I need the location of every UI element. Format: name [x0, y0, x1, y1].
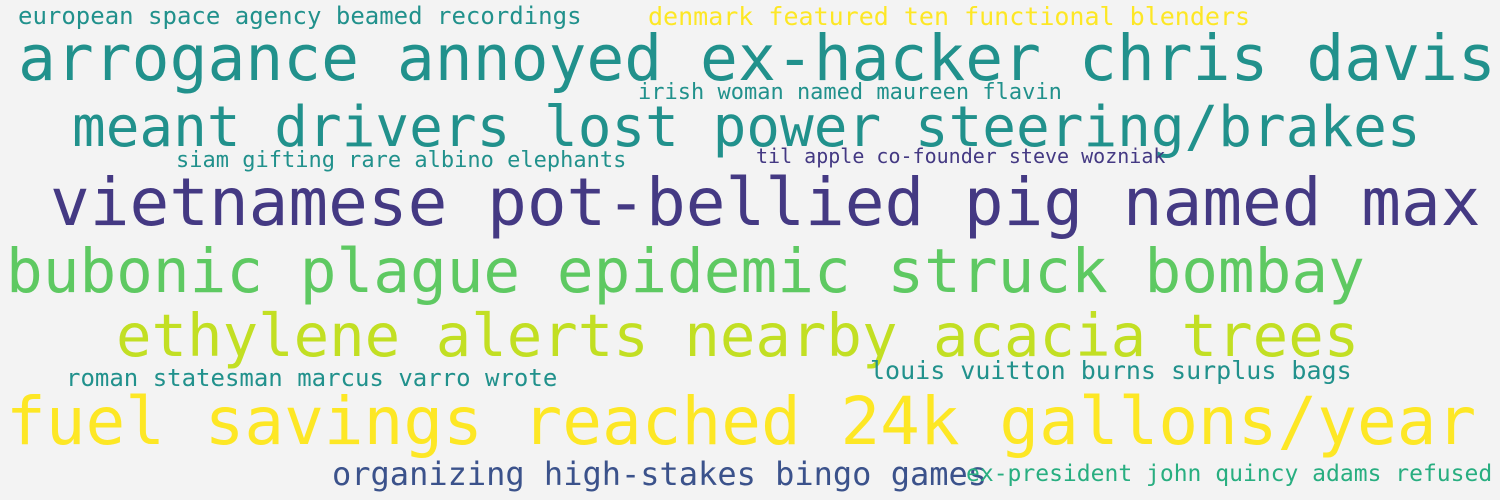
- phrase-european-space-agency: european space agency beamed recordings: [18, 2, 582, 30]
- phrase-meant-drivers-power-steering: meant drivers lost power steering/brakes: [72, 95, 1421, 160]
- phrase-vietnamese-pig-max: vietnamese pot-bellied pig named max: [50, 164, 1481, 241]
- phrase-louis-vuitton-bags: louis vuitton burns surplus bags: [870, 356, 1352, 385]
- phrase-denmark-blenders: denmark featured ten functional blenders: [648, 2, 1251, 31]
- phrase-bubonic-plague-bombay: bubonic plague epidemic struck bombay: [6, 236, 1365, 307]
- phrase-til-apple-wozniak: til apple co-founder steve wozniak: [756, 144, 1166, 168]
- phrase-ethylene-acacia-trees: ethylene alerts nearby acacia trees: [116, 301, 1360, 370]
- phrase-arrogance-chris-davis: arrogance annoyed ex-hacker chris davis: [18, 22, 1496, 95]
- phrase-fuel-savings-gallons: fuel savings reached 24k gallons/year: [6, 383, 1477, 460]
- phrase-organizing-bingo-games: organizing high-stakes bingo games: [332, 455, 988, 493]
- phrase-roman-statesman-varro: roman statesman marcus varro wrote: [66, 364, 558, 392]
- phrase-irish-woman-maureen: irish woman named maureen flavin: [638, 80, 1062, 105]
- phrase-ex-president-adams: ex-president john quincy adams refused: [966, 461, 1493, 487]
- phrase-siam-albino-elephants: siam gifting rare albino elephants: [176, 148, 627, 173]
